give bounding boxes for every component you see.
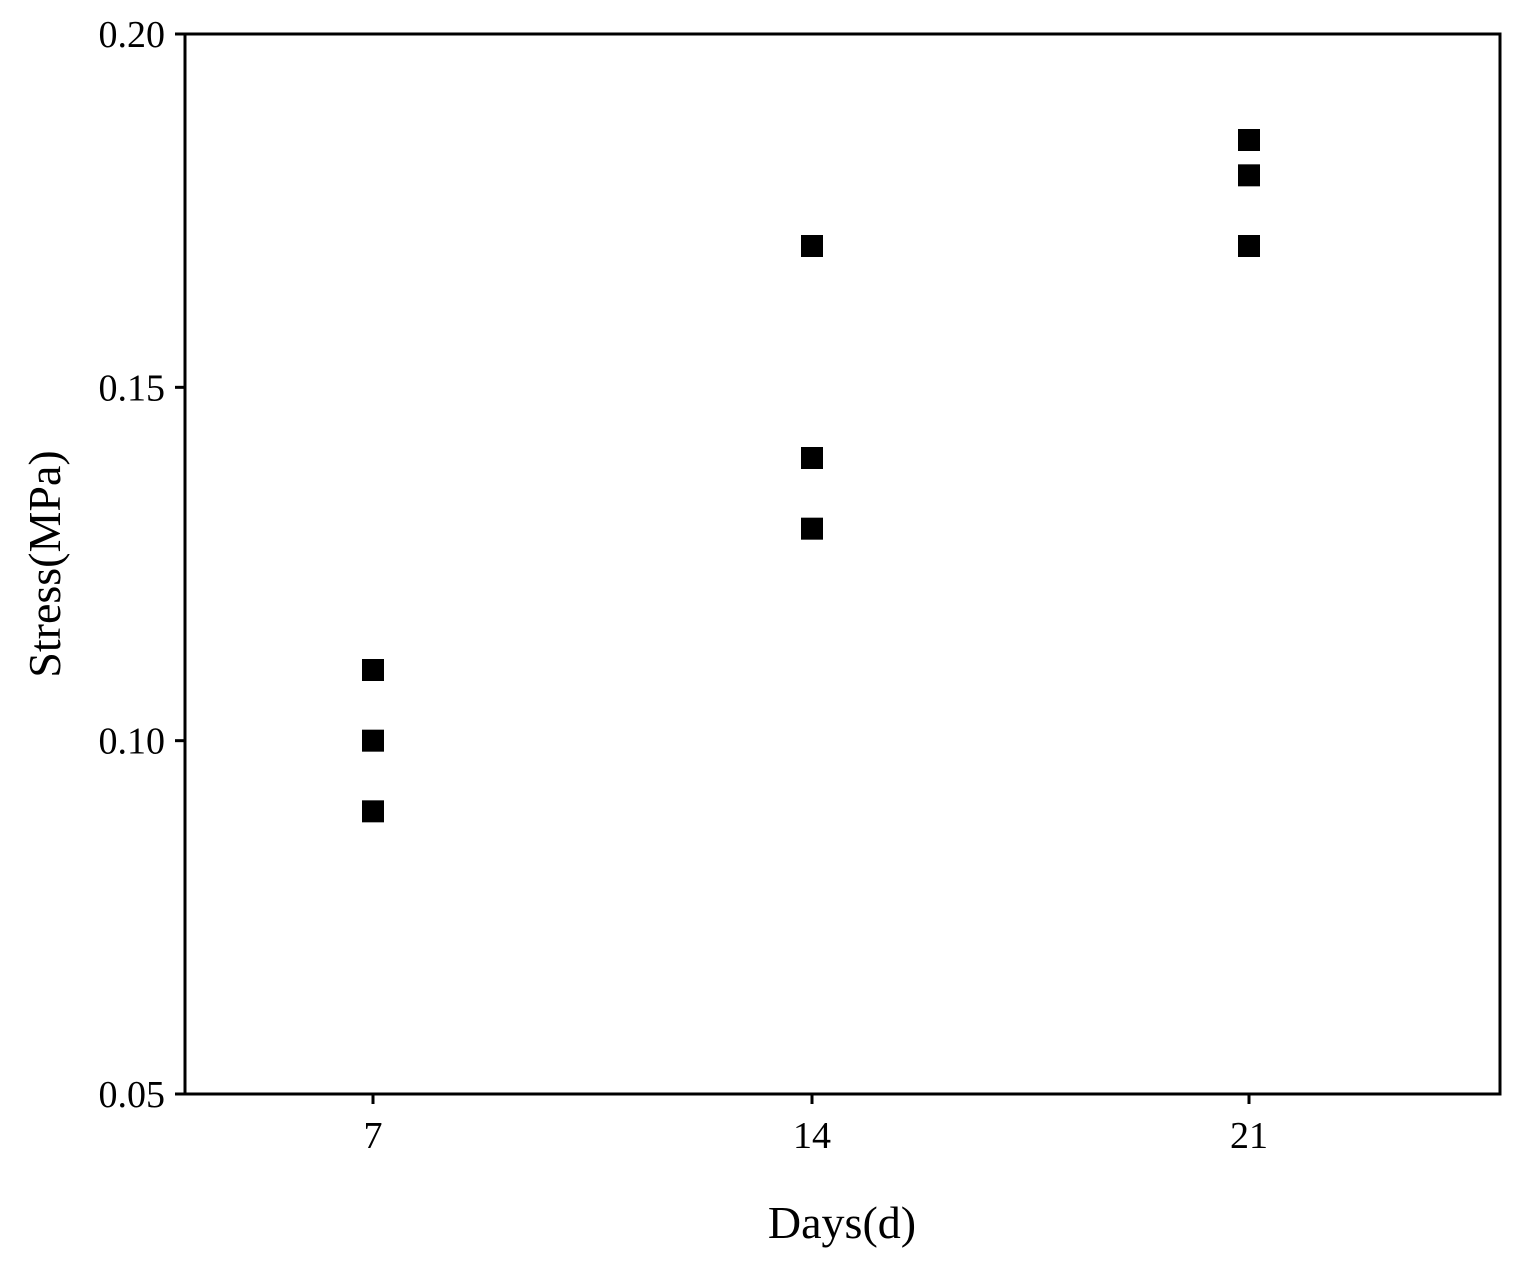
y-tick-label: 0.10 — [99, 721, 166, 763]
data-point — [1238, 164, 1260, 187]
plot-frame — [183, 32, 1502, 1096]
data-point — [362, 659, 384, 681]
y-axis-label: Stress(MPa) — [19, 450, 70, 677]
y-tick-label: 0.15 — [99, 367, 166, 409]
x-axis: 7 14 21 — [364, 1094, 1268, 1157]
data-point — [801, 517, 823, 540]
data-point — [801, 235, 823, 257]
y-axis: 0.05 0.10 0.15 0.20 — [99, 14, 185, 1116]
data-point — [1238, 129, 1260, 151]
y-tick-label: 0.05 — [99, 1074, 166, 1116]
data-point — [801, 447, 823, 469]
data-point — [362, 800, 384, 823]
data-points — [362, 129, 1260, 823]
x-tick-label: 7 — [364, 1115, 383, 1157]
x-tick-label: 21 — [1230, 1115, 1268, 1157]
data-point — [362, 729, 384, 752]
data-point — [1238, 235, 1260, 257]
y-tick-label: 0.20 — [99, 14, 166, 56]
x-axis-label: Days(d) — [768, 1197, 916, 1248]
x-tick-label: 14 — [793, 1115, 831, 1157]
